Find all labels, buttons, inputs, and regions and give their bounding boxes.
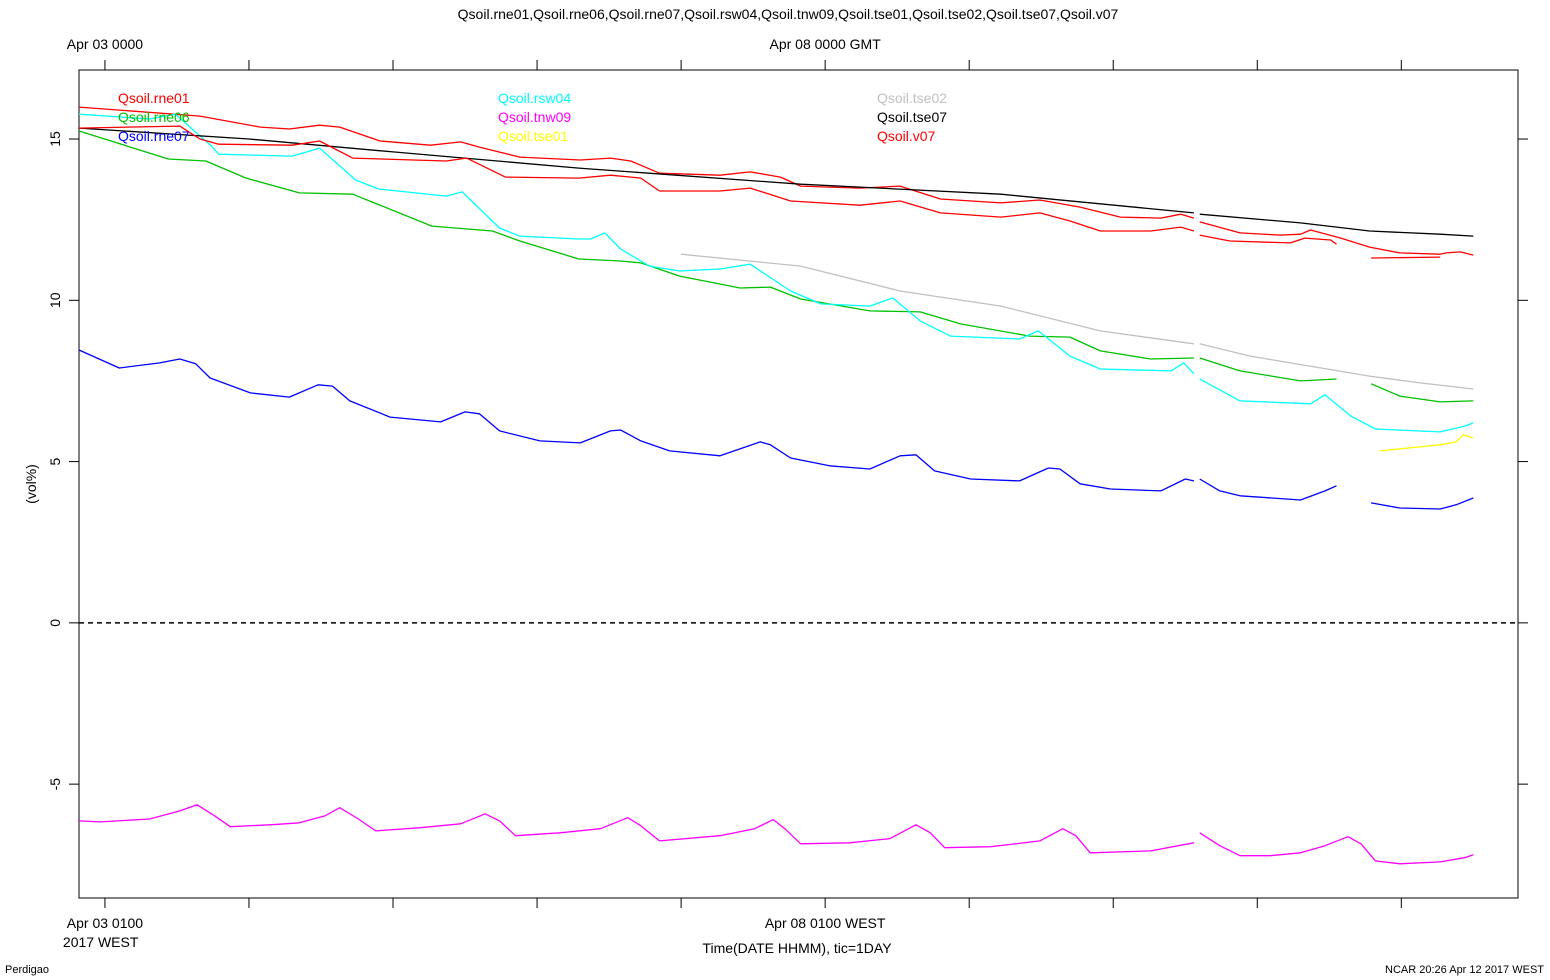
y-tick-label: 15: [47, 131, 63, 147]
footer-left: Perdigao: [5, 964, 49, 976]
legend-entry: Qsoil.tse01: [498, 128, 568, 144]
series-line-Qsoil-v07: [78, 125, 1441, 259]
legend-entry: Qsoil.rne07: [118, 128, 190, 144]
legend-entry: Qsoil.tse07: [877, 109, 947, 125]
legend-entry: Qsoil.rsw04: [498, 90, 571, 106]
legend-entry: Qsoil.v07: [877, 128, 936, 144]
x-axis-label: Time(DATE HHMM), tic=1DAY: [702, 940, 892, 956]
y-tick-label: 5: [47, 457, 63, 465]
legend-entry: Qsoil.rne01: [118, 90, 190, 106]
top-axis-label: Apr 08 0000 GMT: [770, 36, 882, 52]
bottom-axis-label: Apr 03 0100: [67, 915, 143, 931]
bottom-axis-label-line2: 2017 WEST: [63, 934, 139, 950]
y-tick-label: 0: [47, 619, 63, 627]
y-axis-label: (vol%): [23, 464, 39, 504]
chart-title: Qsoil.rne01,Qsoil.rne06,Qsoil.rne07,Qsoi…: [458, 6, 1119, 22]
series-line-Qsoil-rne01: [78, 106, 1474, 256]
series-line-Qsoil-tnw09: [78, 804, 1474, 865]
legend-entry: Qsoil.tnw09: [498, 109, 571, 125]
y-tick-label: 10: [47, 292, 63, 308]
series-line-Qsoil-rne06: [78, 130, 1474, 403]
top-axis-label: Apr 03 0000: [67, 36, 143, 52]
bottom-axis-label: Apr 08 0100 WEST: [765, 915, 886, 931]
footer-right: NCAR 20:26 Apr 12 2017 WEST: [1385, 964, 1544, 976]
series-line-Qsoil-tse01: [1379, 434, 1474, 452]
series-line-Qsoil-tse02: [681, 253, 1474, 390]
legend-entry: Qsoil.rne06: [118, 109, 190, 125]
series-line-Qsoil-rsw04: [78, 113, 1474, 433]
series-line-Qsoil-rne07: [78, 349, 1474, 510]
plot-frame: [78, 69, 1519, 899]
series-line-Qsoil-tse07: [78, 127, 1474, 237]
y-tick-label: -5: [47, 778, 63, 791]
legend-entry: Qsoil.tse02: [877, 90, 947, 106]
